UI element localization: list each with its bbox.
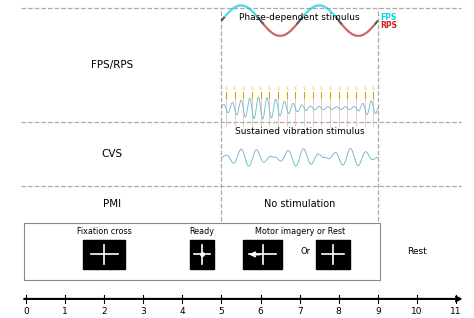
Text: ☇: ☇: [242, 86, 245, 91]
Text: ☇: ☇: [294, 86, 297, 91]
Text: ☇: ☇: [285, 86, 288, 91]
Text: ☇: ☇: [311, 86, 314, 91]
Text: FPS: FPS: [380, 13, 396, 22]
Text: Motor imagery or Rest: Motor imagery or Rest: [255, 227, 345, 236]
Text: 9: 9: [375, 307, 381, 316]
Text: ☇: ☇: [320, 86, 323, 91]
Text: 4: 4: [180, 307, 185, 316]
Bar: [190, 239, 214, 269]
Text: 7: 7: [297, 307, 302, 316]
Text: Ready: Ready: [190, 227, 214, 236]
Text: CVS: CVS: [101, 149, 123, 159]
Text: 3: 3: [140, 307, 146, 316]
Text: ☇: ☇: [259, 86, 262, 91]
Text: ☇: ☇: [224, 86, 228, 91]
Text: 2: 2: [101, 307, 107, 316]
Text: 10: 10: [411, 307, 423, 316]
Text: 0: 0: [23, 307, 29, 316]
Text: ☇: ☇: [250, 86, 254, 91]
Bar: [316, 239, 350, 269]
Text: Or: Or: [301, 247, 310, 256]
Text: No stimulation: No stimulation: [264, 198, 335, 209]
Text: ☇: ☇: [302, 86, 306, 91]
Text: 8: 8: [336, 307, 342, 316]
Text: RPS: RPS: [380, 21, 397, 30]
Bar: [83, 239, 125, 269]
Text: ☇: ☇: [355, 86, 358, 91]
Text: 6: 6: [258, 307, 264, 316]
Text: FPS/RPS: FPS/RPS: [91, 60, 133, 70]
Text: ☇: ☇: [328, 86, 332, 91]
Text: PMI: PMI: [103, 198, 121, 209]
Text: ☇: ☇: [363, 86, 366, 91]
Text: Fixation cross: Fixation cross: [77, 227, 132, 236]
Text: ☇: ☇: [337, 86, 340, 91]
Text: Phase-dependent stimulus: Phase-dependent stimulus: [239, 13, 360, 22]
Bar: [24, 223, 380, 280]
Text: Sustained vibration stimulus: Sustained vibration stimulus: [235, 127, 365, 136]
Text: ☇: ☇: [372, 86, 375, 91]
Text: ☇: ☇: [268, 86, 271, 91]
Text: 1: 1: [62, 307, 68, 316]
Text: ☇: ☇: [276, 86, 280, 91]
Bar: [243, 239, 282, 269]
Text: ☇: ☇: [346, 86, 349, 91]
Text: 11: 11: [450, 307, 462, 316]
Text: ☇: ☇: [233, 86, 236, 91]
Text: Rest: Rest: [407, 247, 427, 256]
Text: 5: 5: [219, 307, 224, 316]
